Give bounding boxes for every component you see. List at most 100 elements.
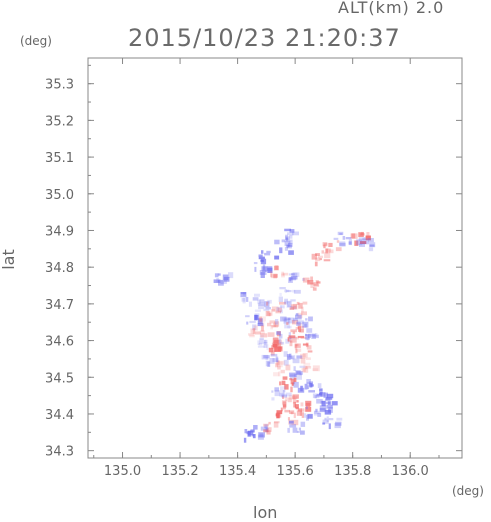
data-cell: [268, 421, 271, 425]
data-cell: [264, 301, 270, 308]
data-cell: [291, 272, 298, 277]
data-cell: [285, 392, 292, 397]
data-cell: [312, 368, 319, 371]
data-cell: [307, 350, 313, 353]
data-cell: [266, 344, 269, 351]
data-cell: [285, 236, 290, 241]
y-tick-label: 35.3: [45, 78, 74, 93]
data-cell: [285, 234, 288, 240]
data-cell: [241, 298, 246, 302]
data-cell: [280, 316, 287, 322]
data-cell: [290, 299, 296, 302]
data-cell: [267, 427, 272, 432]
data-cell: [336, 417, 343, 421]
data-cell: [249, 320, 256, 324]
data-cell: [292, 320, 299, 325]
data-cell: [295, 327, 299, 330]
data-cell: [322, 422, 326, 425]
data-cell: [268, 312, 272, 317]
data-cell: [276, 360, 280, 366]
data-cell: [288, 420, 294, 424]
data-cell: [314, 410, 320, 414]
data-cell: [281, 239, 286, 243]
data-cell: [260, 426, 268, 431]
data-cell: [289, 421, 294, 424]
data-cell: [291, 289, 296, 293]
data-cell: [299, 372, 302, 376]
data-cell: [242, 297, 246, 304]
data-cell: [259, 338, 264, 344]
x-axis-label: lon: [253, 503, 278, 522]
x-tick-label: 135.8: [334, 464, 371, 479]
data-cell: [261, 266, 268, 271]
data-cell: [290, 329, 297, 333]
data-cell: [279, 392, 284, 397]
data-cell: [288, 353, 292, 357]
data-cell: [253, 425, 258, 430]
data-cell: [306, 328, 313, 333]
data-cell: [287, 318, 291, 320]
data-cell: [302, 277, 310, 283]
data-cell: [289, 372, 296, 377]
data-cell: [303, 367, 309, 373]
data-cell: [300, 353, 306, 359]
data-cell: [266, 301, 269, 306]
data-cell: [263, 355, 270, 359]
data-cell: [298, 326, 301, 332]
data-cell: [280, 386, 286, 393]
data-cell: [264, 339, 267, 346]
data-cell: [272, 358, 279, 363]
data-cell: [289, 424, 297, 428]
data-cell: [252, 297, 259, 301]
data-cell: [273, 421, 279, 428]
data-cell: [335, 421, 342, 426]
data-cell: [284, 384, 289, 390]
data-cell: [310, 276, 313, 281]
data-cell: [284, 240, 291, 247]
data-cell: [302, 321, 309, 328]
data-cell: [266, 430, 271, 435]
data-cell: [325, 398, 331, 401]
data-cell: [262, 260, 265, 263]
data-cell: [289, 229, 295, 233]
data-cell: [301, 412, 304, 418]
data-cell: [279, 287, 286, 290]
data-cell: [296, 348, 302, 352]
data-cell: [327, 401, 331, 405]
data-cell: [275, 310, 281, 314]
data-cell: [325, 397, 333, 400]
data-cell: [273, 273, 278, 278]
data-cell: [284, 289, 290, 293]
data-cell: [306, 379, 311, 384]
data-cell: [269, 320, 276, 324]
data-cell: [279, 301, 286, 305]
data-cell: [305, 400, 312, 406]
data-cell: [321, 250, 325, 254]
data-cell: [260, 258, 267, 265]
data-cell: [314, 261, 318, 267]
data-cell: [255, 331, 261, 335]
data-cell: [280, 341, 285, 345]
data-cell: [296, 410, 303, 416]
data-cell: [287, 337, 290, 342]
data-cell: [272, 349, 277, 352]
data-cell: [321, 400, 326, 407]
data-cell: [301, 306, 304, 313]
data-cell: [263, 309, 270, 312]
data-cell: [285, 338, 289, 344]
x-tick-label: 135.6: [277, 464, 314, 479]
data-cell: [288, 243, 293, 247]
data-cell: [289, 234, 293, 239]
data-cell: [325, 248, 329, 254]
data-cell: [245, 315, 250, 318]
data-cell: [282, 395, 285, 399]
data-cell: [336, 240, 340, 243]
data-cell: [298, 302, 303, 309]
data-cell: [290, 386, 293, 393]
data-cell: [317, 383, 322, 388]
data-cell: [335, 247, 342, 252]
data-cell: [288, 273, 293, 276]
data-cell: [250, 328, 256, 334]
data-cell: [261, 354, 269, 360]
data-cell: [257, 434, 264, 440]
